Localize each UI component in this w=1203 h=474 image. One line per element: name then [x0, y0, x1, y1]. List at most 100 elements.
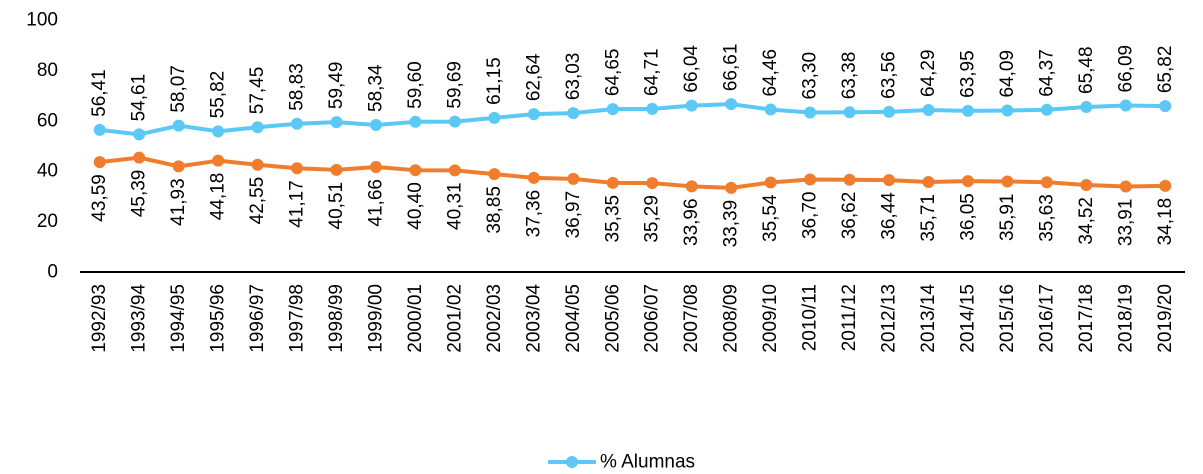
data-point — [922, 176, 935, 189]
data-label: 54,61 — [129, 74, 150, 122]
x-tick-label: 1993/94 — [129, 284, 150, 353]
x-tick-label: 2015/16 — [997, 284, 1018, 353]
y-axis: 0 20 40 60 80 100 — [26, 10, 58, 283]
data-label: 41,66 — [365, 179, 386, 227]
data-label: 40,51 — [326, 182, 347, 230]
x-tick-label: 2010/11 — [800, 284, 821, 351]
data-label: 63,03 — [563, 53, 584, 101]
data-point — [1119, 180, 1132, 193]
data-label: 38,85 — [484, 186, 505, 234]
data-label: 64,46 — [760, 49, 781, 97]
data-label: 58,83 — [287, 63, 308, 111]
data-label: 63,38 — [839, 52, 860, 100]
data-label: 59,60 — [405, 61, 426, 109]
data-label: 66,09 — [1115, 45, 1136, 93]
data-point — [93, 156, 106, 169]
data-label: 34,52 — [1076, 197, 1097, 245]
data-point — [409, 164, 422, 177]
data-point — [527, 108, 540, 121]
data-point — [291, 162, 304, 175]
data-point — [961, 104, 974, 117]
data-label: 56,41 — [89, 69, 110, 117]
data-label: 59,69 — [444, 61, 465, 109]
data-label: 40,31 — [444, 182, 465, 230]
x-tick-label: 2016/17 — [1036, 284, 1057, 353]
data-label: 58,07 — [168, 65, 189, 113]
data-label: 34,18 — [1155, 198, 1176, 246]
x-tick-label: 2003/04 — [523, 284, 544, 353]
x-tick-label: 1995/96 — [208, 284, 229, 353]
data-label: 36,05 — [957, 193, 978, 241]
data-point — [1001, 104, 1014, 117]
data-label: 45,39 — [129, 170, 150, 218]
data-point — [646, 102, 659, 115]
data-point — [606, 103, 619, 116]
data-point — [685, 180, 698, 193]
x-tick-label: 1999/00 — [365, 284, 386, 353]
data-point — [369, 161, 382, 174]
x-tick-label: 2012/13 — [879, 284, 900, 353]
legend: % Alumnas — [548, 452, 695, 473]
data-label: 57,45 — [247, 67, 268, 115]
data-point — [883, 174, 896, 187]
y-tick-label: 80 — [37, 60, 58, 81]
data-label: 63,56 — [879, 51, 900, 99]
data-label: 58,34 — [365, 64, 386, 112]
x-tick-label: 2006/07 — [642, 284, 663, 353]
legend-label: % Alumnas — [600, 452, 695, 473]
data-label: 33,39 — [721, 200, 742, 248]
data-point — [764, 176, 777, 189]
data-label: 66,61 — [721, 44, 742, 92]
x-tick-label: 2001/02 — [444, 284, 465, 353]
data-point — [1080, 179, 1093, 192]
data-point — [804, 173, 817, 186]
data-label: 36,97 — [563, 191, 584, 239]
data-label: 36,70 — [800, 192, 821, 240]
data-label: 41,93 — [168, 178, 189, 226]
data-point — [764, 103, 777, 116]
data-label: 65,82 — [1155, 46, 1176, 94]
data-point — [251, 121, 264, 134]
data-label: 35,63 — [1036, 194, 1057, 242]
data-point — [1119, 99, 1132, 112]
data-point — [291, 117, 304, 130]
data-point — [567, 172, 580, 185]
data-point — [1040, 103, 1053, 116]
data-point — [685, 99, 698, 112]
x-tick-label: 2019/20 — [1155, 284, 1176, 353]
data-label: 62,64 — [523, 53, 544, 101]
data-point — [488, 168, 501, 181]
x-tick-label: 2007/08 — [681, 284, 702, 353]
data-label: 33,91 — [1115, 199, 1136, 247]
y-tick-label: 60 — [37, 110, 58, 131]
x-tick-label: 2017/18 — [1076, 284, 1097, 353]
data-point — [804, 106, 817, 119]
data-label: 35,71 — [918, 194, 939, 242]
data-label: 40,40 — [405, 182, 426, 230]
data-point — [725, 181, 738, 194]
data-point — [133, 151, 146, 164]
data-point — [961, 175, 974, 188]
data-point — [646, 177, 659, 190]
data-point — [1040, 176, 1053, 189]
data-label: 59,49 — [326, 62, 347, 110]
data-label: 64,29 — [918, 49, 939, 97]
data-point — [172, 160, 185, 173]
data-label: 35,29 — [642, 195, 663, 243]
data-label: 64,37 — [1036, 49, 1057, 97]
data-label: 36,44 — [879, 192, 900, 240]
data-label: 35,91 — [997, 194, 1018, 242]
data-label: 66,04 — [681, 45, 702, 93]
x-tick-label: 2005/06 — [602, 284, 623, 353]
data-point — [212, 125, 225, 138]
data-point — [725, 98, 738, 111]
x-tick-label: 2018/19 — [1115, 284, 1136, 353]
x-axis: 1992/93 1993/94 1994/95 1995/96 1996/97 1997/… — [80, 271, 1185, 353]
y-tick-label: 0 — [47, 262, 58, 283]
x-tick-label: 2013/14 — [918, 284, 939, 353]
data-label: 35,35 — [602, 195, 623, 243]
data-label: 44,18 — [208, 173, 229, 221]
series-layer — [93, 98, 1172, 194]
x-tick-label: 2004/05 — [563, 284, 584, 353]
